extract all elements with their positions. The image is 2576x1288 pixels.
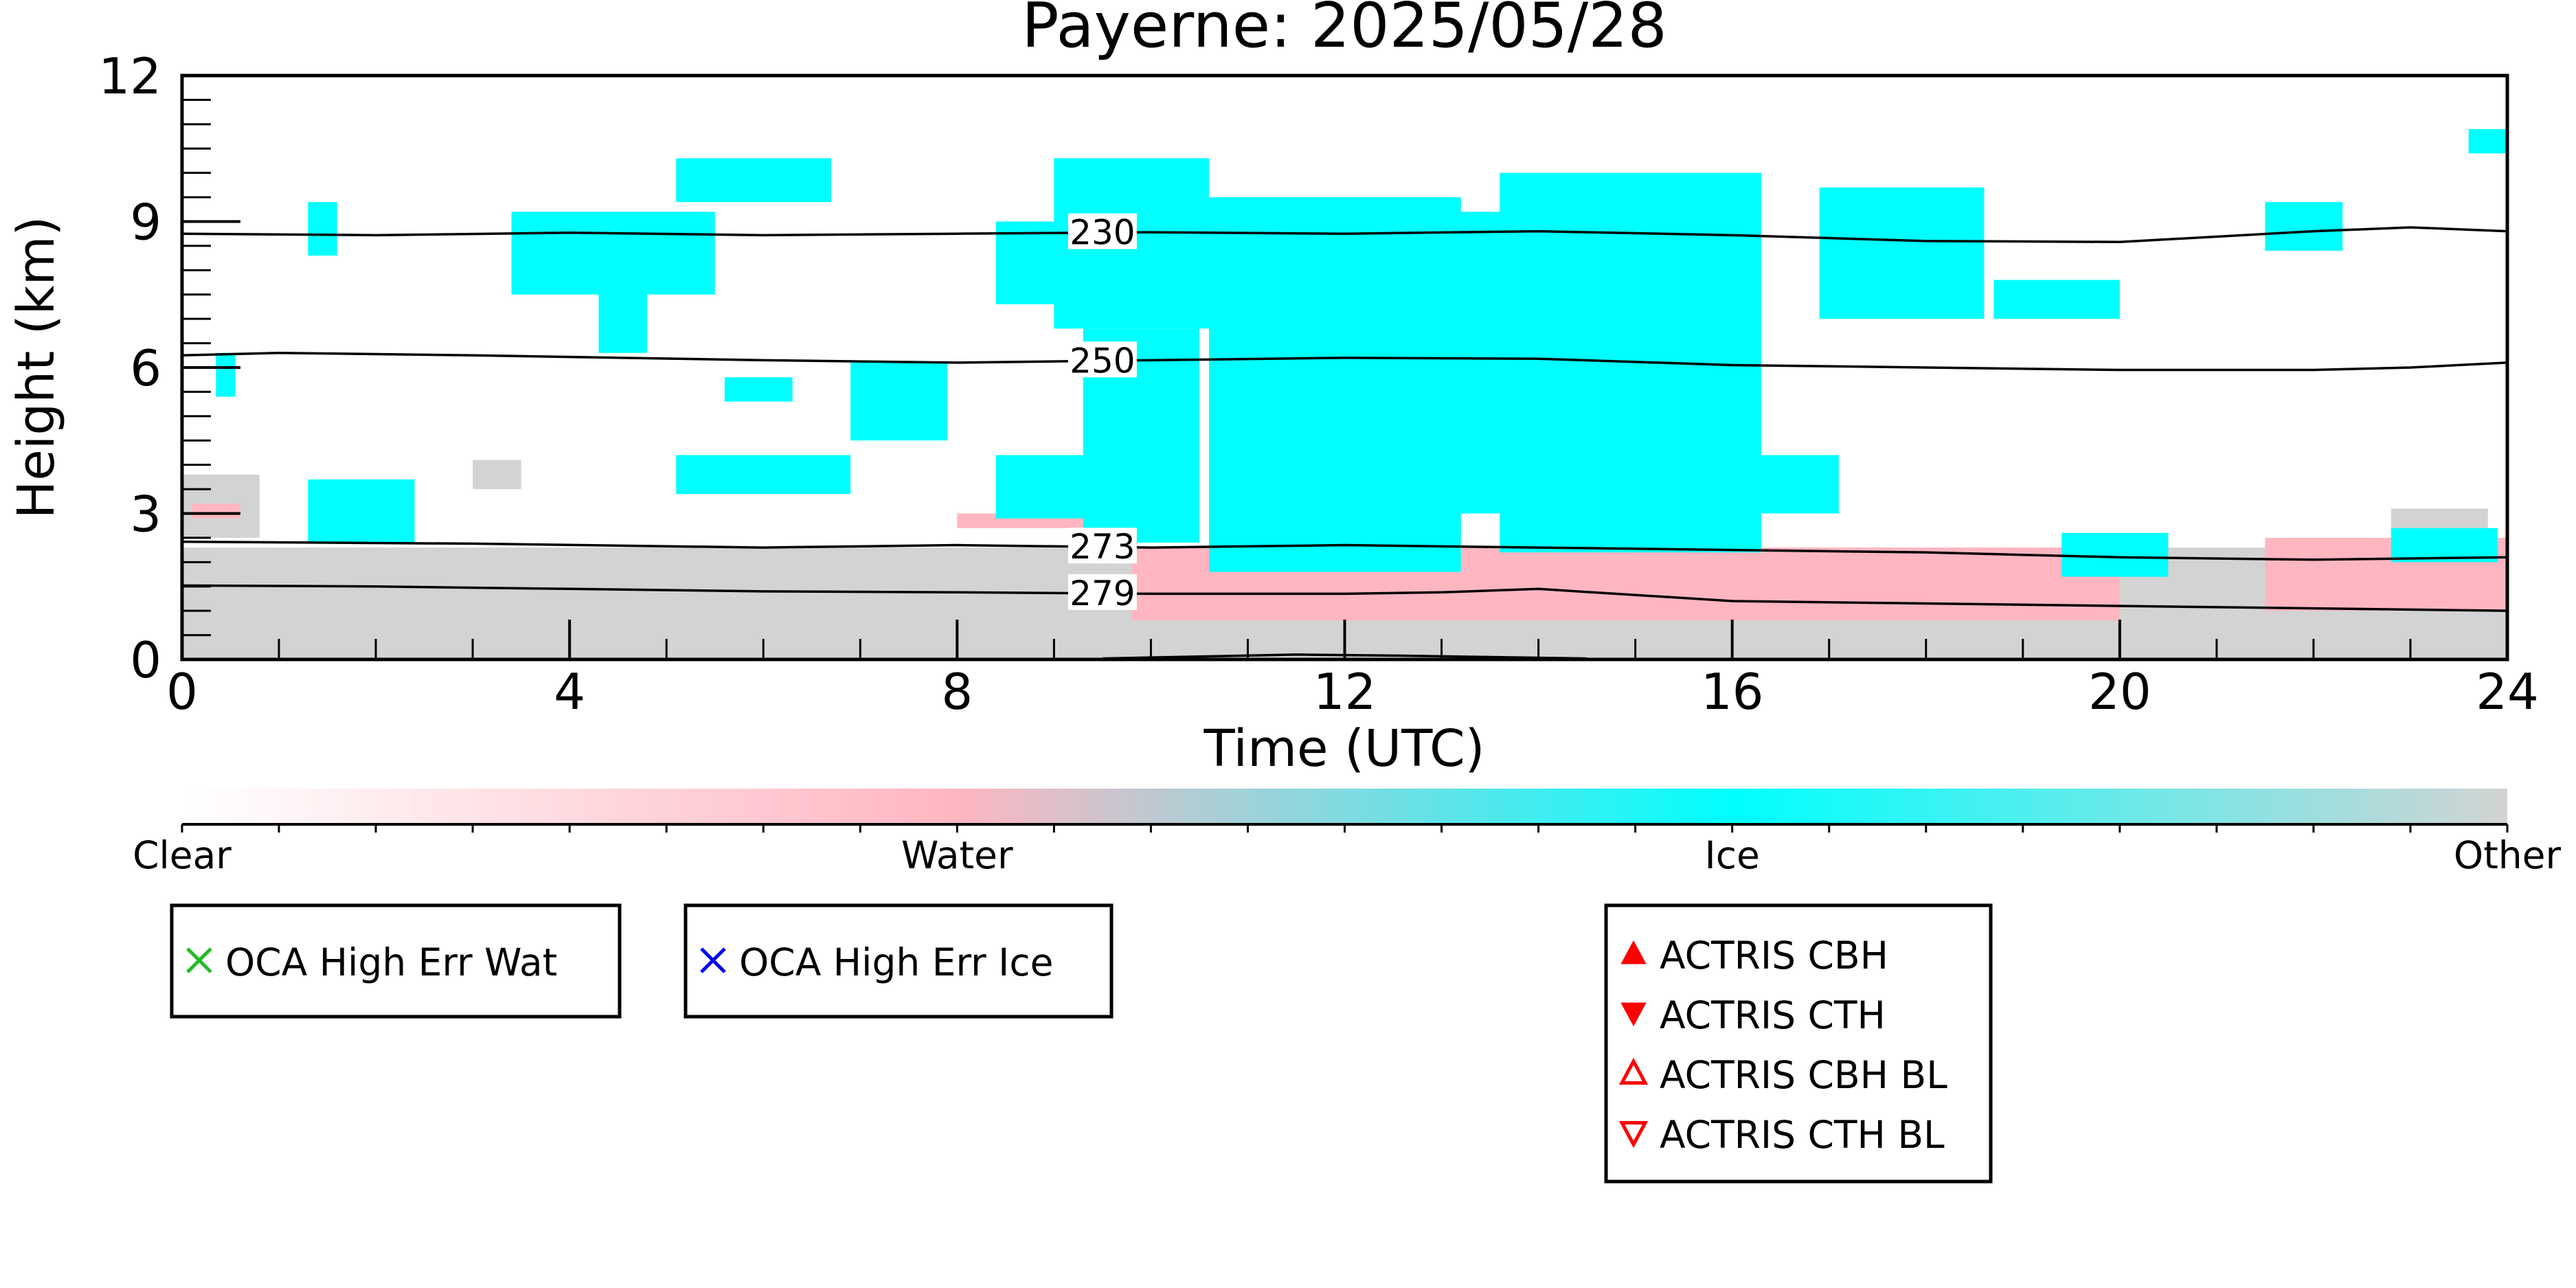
contour-label-230: 230	[1070, 213, 1135, 253]
legend-frame	[683, 903, 1114, 1019]
legend-label: ACTRIS CTH BL	[1660, 1113, 1945, 1157]
x-tick-label: 0	[166, 663, 198, 721]
y-tick-label: 12	[98, 47, 161, 105]
contour-label-273: 273	[1070, 527, 1135, 567]
x-tick-label: 12	[1313, 663, 1377, 721]
legend-label: OCA High Err Wat	[225, 940, 557, 984]
contour-line-279	[182, 584, 2507, 612]
y-tick-label: 6	[130, 339, 161, 397]
colorbar-label-ice: Ice	[1705, 833, 1760, 877]
colorbar-label-other: Other	[2454, 833, 2562, 877]
chart-title: Payerne: 2025/05/28	[1021, 0, 1667, 62]
region-ice-10	[308, 479, 415, 543]
region-ice-12	[598, 289, 647, 353]
region-ice-26	[1993, 280, 2120, 319]
region-ice-15	[850, 362, 948, 441]
legend-label: ACTRIS CBH BL	[1660, 1053, 1947, 1097]
legend-box-2: ACTRIS CBH ACTRIS CTH ACTRIS CBH BL ACTRIS …	[1604, 903, 1993, 1184]
region-ice-25	[1819, 187, 1985, 319]
colorbar-label-water: Water	[901, 833, 1013, 877]
x-axis-label: Time (UTC)	[1203, 719, 1484, 778]
legend-marker-x	[186, 947, 212, 973]
region-ice-27	[2061, 532, 2169, 577]
contour-label-bg-273	[1067, 528, 1137, 564]
x-tick-label: 16	[1701, 663, 1764, 721]
contour-line-273	[182, 540, 2507, 561]
legends: OCA High Err Wat OCA High Err Ice ACTRIS C…	[170, 903, 1993, 1184]
colorbar: Clear Water Ice Other	[133, 789, 2561, 877]
contour-label-bg-279	[1067, 574, 1137, 610]
region-ice-11	[511, 212, 715, 295]
region-ice-9	[308, 202, 337, 256]
legend-box-1: OCA High Err Ice	[683, 903, 1114, 1019]
contour-labels: 230 250 273 279	[1067, 213, 1137, 613]
region-ice-13	[676, 158, 831, 203]
x-tick-label: 4	[554, 663, 585, 721]
contour-label-279: 279	[1070, 574, 1135, 613]
legend-marker-triangle-up-open	[1618, 1057, 1649, 1085]
legend-marker-triangle-down-open	[1618, 1121, 1649, 1149]
contour-label-bg-250	[1067, 341, 1137, 378]
contour-line-250	[182, 351, 2507, 372]
region-water-6	[192, 504, 240, 519]
axes: 0 4 8 12 16 20 24 0 3 6 9 12	[98, 47, 2538, 721]
region-ice-16	[676, 455, 851, 495]
x-tick-label: 24	[2476, 663, 2539, 721]
legend-box-0: OCA High Err Wat	[170, 903, 622, 1019]
region-ice-22	[1364, 212, 1519, 514]
x-tick-label: 20	[2088, 663, 2151, 721]
temperature-contours	[182, 226, 2507, 659]
legend-label: ACTRIS CTH	[1660, 993, 1886, 1037]
legend-frame	[170, 903, 622, 1019]
classification-field	[182, 128, 2507, 659]
legend-marker-triangle-up	[1620, 940, 1647, 964]
region-ice-14	[724, 377, 793, 402]
region-ice-8	[216, 352, 236, 397]
y-tick-label: 3	[130, 486, 161, 543]
region-ice-24	[1741, 455, 1839, 514]
legend-label: ACTRIS CBH	[1660, 934, 1888, 978]
legend-frame	[1604, 903, 1993, 1184]
contour-label-bg-230	[1067, 213, 1137, 249]
colorbar-gradient	[182, 789, 2507, 824]
legend-label: OCA High Err Ice	[739, 940, 1053, 984]
y-tick-label: 9	[130, 194, 161, 251]
legend-marker-x	[700, 947, 726, 973]
contour-label-250: 250	[1070, 341, 1135, 381]
colorbar-label-clear: Clear	[133, 833, 231, 877]
x-tick-label: 8	[941, 663, 973, 721]
y-tick-label: 0	[130, 631, 161, 689]
region-other-2	[473, 460, 521, 490]
legend-marker-triangle-down	[1620, 1002, 1647, 1027]
contour-line-230	[182, 226, 2507, 244]
region-ice-28	[2265, 202, 2343, 251]
region-ice-29	[2468, 128, 2507, 154]
region-ice-20	[995, 455, 1112, 519]
y-axis-label: Height (km)	[7, 216, 66, 519]
